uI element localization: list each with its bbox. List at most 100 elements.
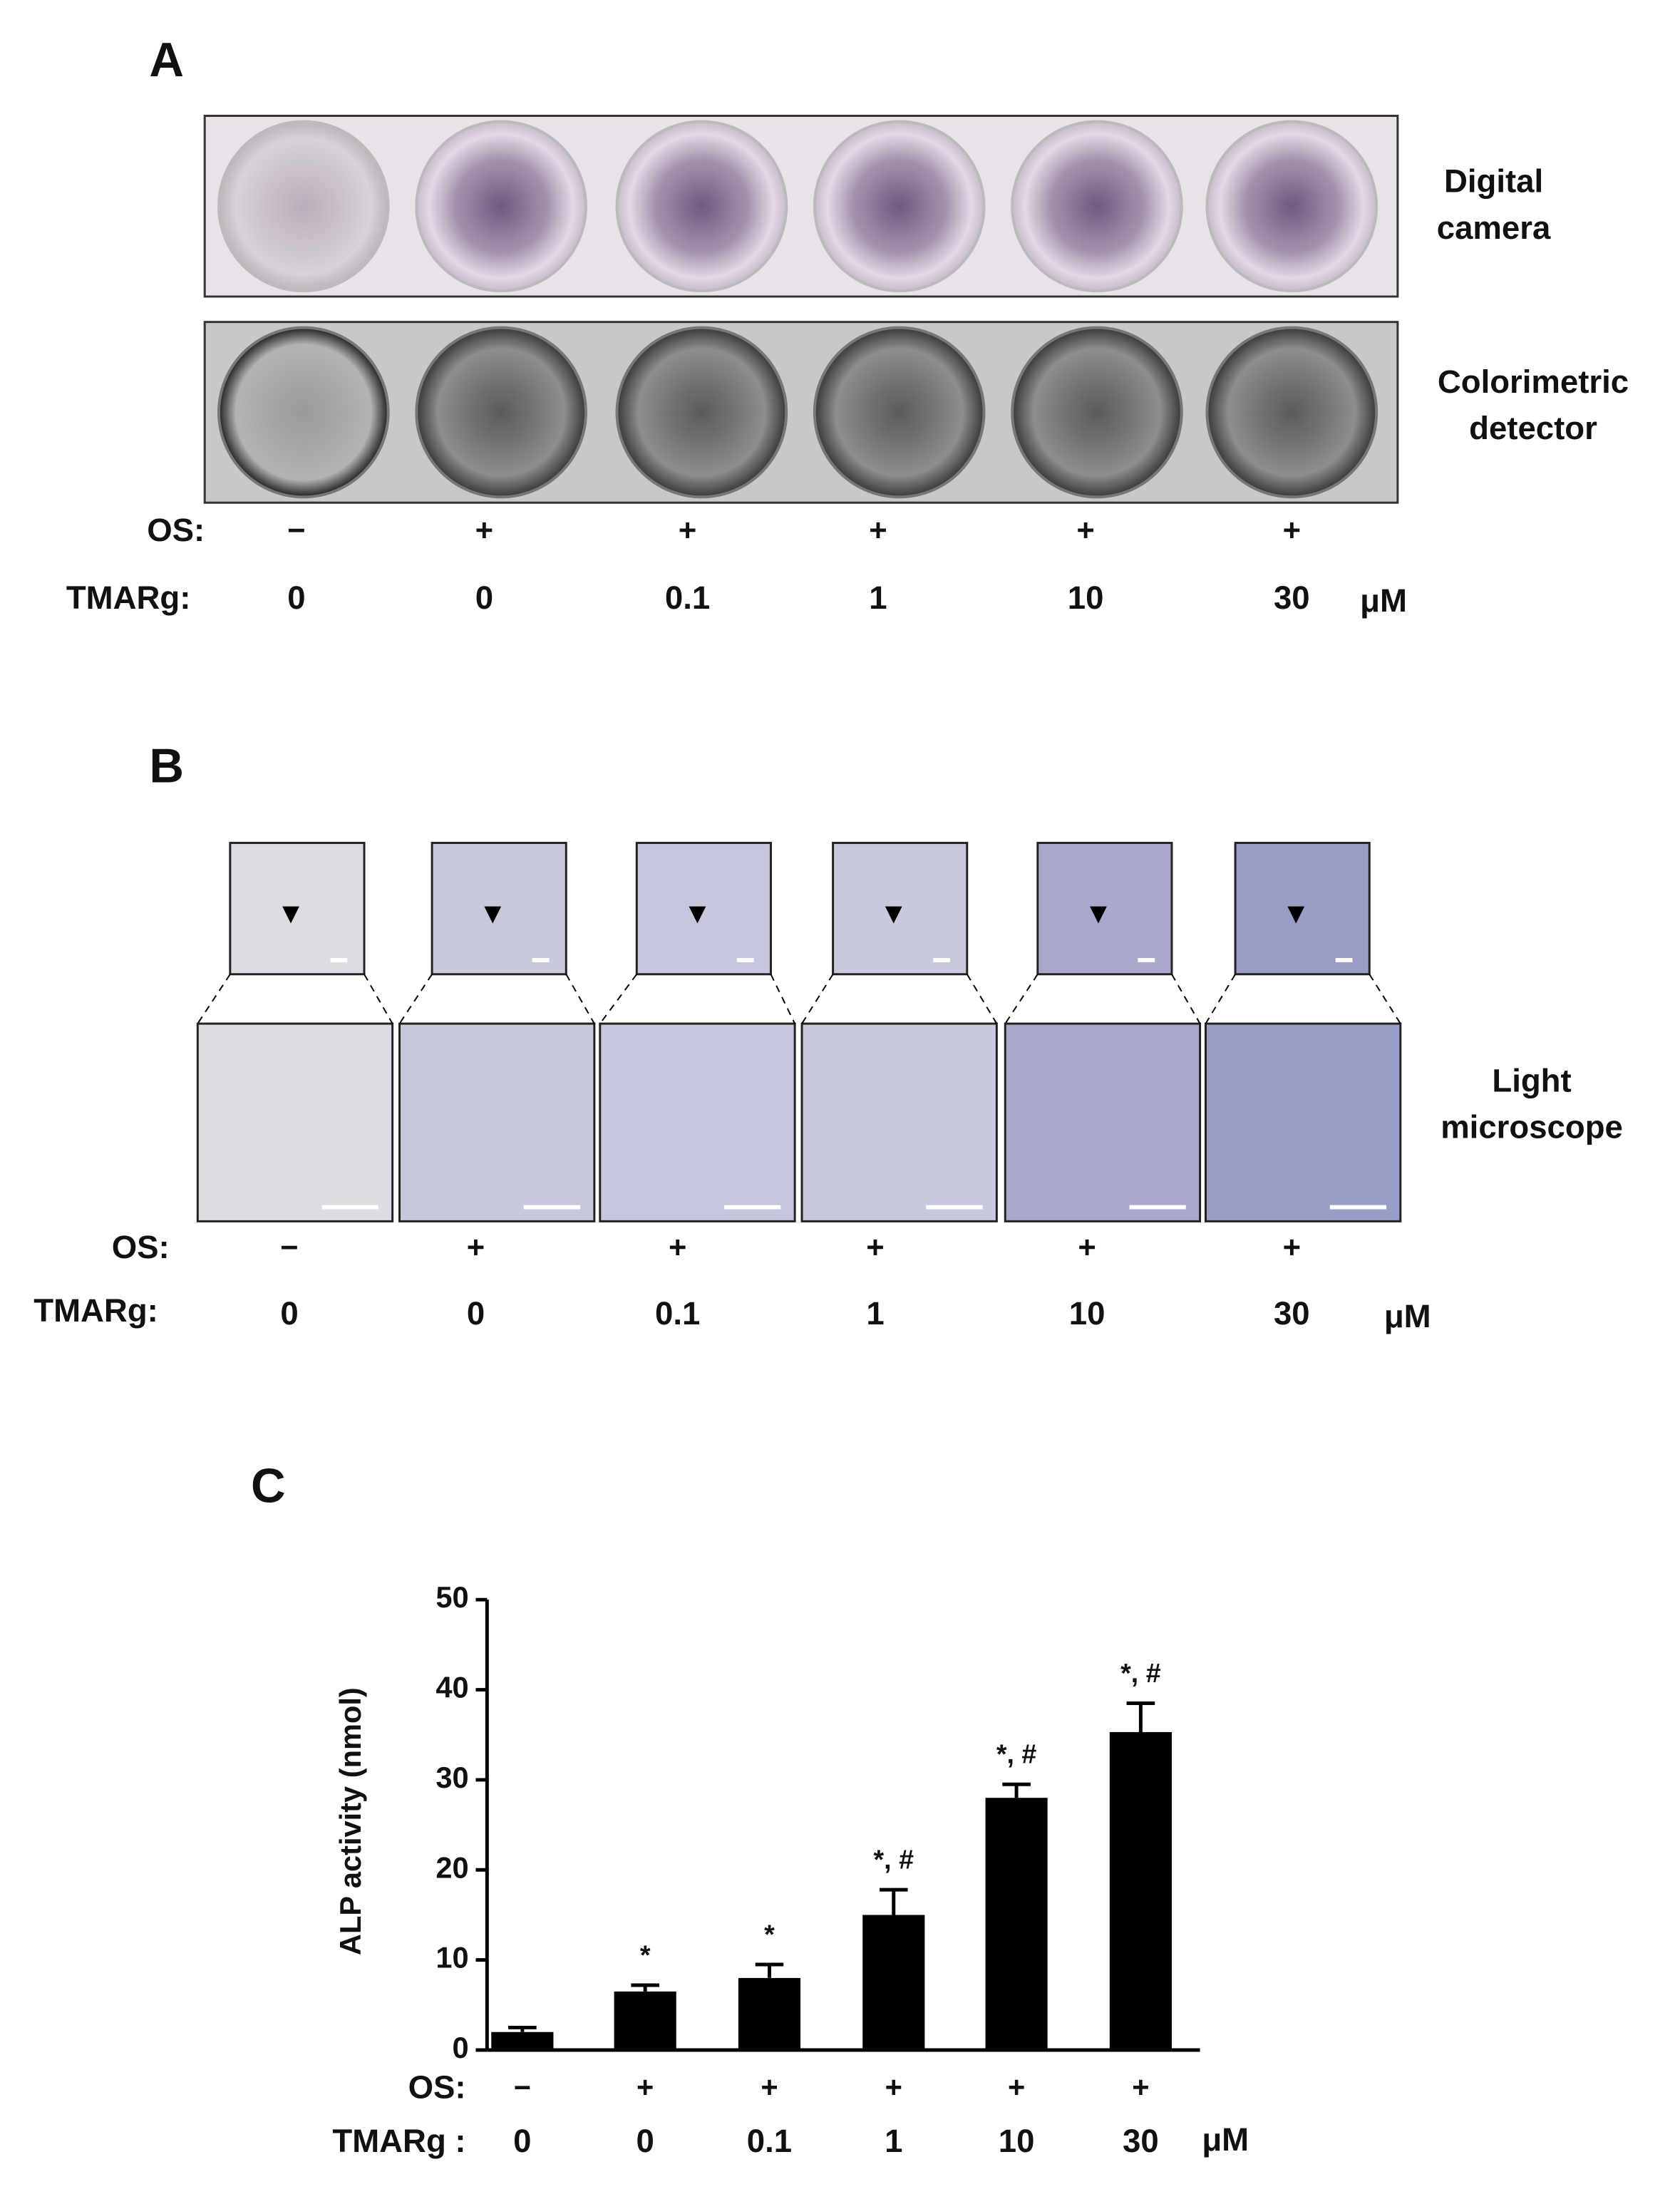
os-value: + xyxy=(869,513,887,547)
unit: μM xyxy=(1384,1298,1431,1334)
tmarg-value: 0.1 xyxy=(655,1295,700,1332)
os-value: + xyxy=(637,2070,654,2103)
zoom-line xyxy=(966,974,998,1024)
bar xyxy=(1109,1731,1172,2051)
digital-camera-photo xyxy=(203,115,1399,298)
category-label: TMARg : xyxy=(332,2123,465,2159)
significance-label: *, # xyxy=(996,1739,1037,1769)
well xyxy=(615,120,788,293)
os-value: + xyxy=(866,1230,884,1265)
significance-label: * xyxy=(640,1940,651,1969)
error-bar xyxy=(631,1983,659,1992)
micrograph-small xyxy=(1234,842,1371,976)
zoom-line xyxy=(801,974,834,1024)
os-value: − xyxy=(287,513,305,547)
row-label: Light xyxy=(1492,1062,1571,1098)
zoom-line xyxy=(398,974,433,1024)
arrowhead xyxy=(282,906,299,924)
colorimetric-photo xyxy=(203,321,1399,504)
well xyxy=(615,326,788,499)
tmarg-value: 30 xyxy=(1274,580,1310,616)
row-label: microscope xyxy=(1441,1109,1623,1145)
zoom-line xyxy=(1171,974,1201,1024)
error-bar xyxy=(755,1962,784,1978)
os-value: + xyxy=(1078,1230,1096,1265)
well xyxy=(415,326,587,499)
significance-label: *, # xyxy=(874,1844,914,1874)
x-tick-label: 0 xyxy=(513,2123,531,2159)
os-label: OS: xyxy=(408,2069,466,2106)
error-bar xyxy=(1126,1701,1155,1732)
x-tick-label: 1 xyxy=(885,2123,902,2159)
panel-label: C xyxy=(251,1459,286,1513)
micrograph-large xyxy=(1205,1022,1402,1222)
x-tick-label: 10 xyxy=(999,2123,1035,2159)
zoom-line xyxy=(364,974,393,1024)
micrograph-large xyxy=(398,1022,596,1222)
bar xyxy=(985,1798,1048,2051)
x-tick-label: 30 xyxy=(1123,2123,1159,2159)
unit: μM xyxy=(1360,582,1407,619)
panel-label: A xyxy=(149,34,184,87)
error-bar xyxy=(508,2025,537,2032)
tmarg-value: 10 xyxy=(1068,580,1104,616)
well xyxy=(813,326,986,499)
tmarg-value: 0 xyxy=(467,1295,485,1332)
os-value: + xyxy=(1076,513,1094,547)
os-value: + xyxy=(1132,2070,1149,2103)
os-label: OS: xyxy=(112,1229,170,1265)
well xyxy=(1205,326,1378,499)
y-tick-label: 30 xyxy=(436,1761,468,1794)
tmarg-value: 10 xyxy=(1069,1295,1106,1332)
zoom-line xyxy=(599,974,638,1024)
well xyxy=(217,120,390,293)
arrowhead xyxy=(1090,906,1107,924)
tmarg-value: 1 xyxy=(866,1295,884,1332)
tmarg-value: 0.1 xyxy=(665,580,710,616)
os-value: + xyxy=(1008,2070,1025,2103)
os-value: + xyxy=(475,513,493,547)
well xyxy=(415,120,587,293)
row-label: Digital xyxy=(1444,163,1543,200)
y-tick-label: 10 xyxy=(436,1941,468,1974)
arrowhead xyxy=(1287,906,1305,924)
arrowhead xyxy=(484,906,502,924)
y-tick-label: 40 xyxy=(436,1671,468,1704)
zoom-line xyxy=(1369,974,1401,1024)
os-value: − xyxy=(280,1230,298,1265)
tmarg-label: TMARg: xyxy=(66,580,191,616)
tmarg-value: 30 xyxy=(1274,1295,1310,1332)
well xyxy=(813,120,986,293)
os-label: OS: xyxy=(147,512,205,548)
os-value: + xyxy=(885,2070,902,2103)
tmarg-value: 0 xyxy=(475,580,493,616)
well xyxy=(1011,120,1183,293)
y-tick-label: 20 xyxy=(436,1850,468,1884)
os-value: + xyxy=(1283,513,1301,547)
micrograph-large xyxy=(196,1022,394,1222)
bar xyxy=(862,1915,925,2051)
well xyxy=(1205,120,1378,293)
micrograph-small xyxy=(832,842,969,976)
y-tick-label: 50 xyxy=(436,1580,468,1614)
os-value: + xyxy=(467,1230,485,1265)
arrowhead xyxy=(885,906,902,924)
tmarg-value: 1 xyxy=(869,580,887,616)
zoom-line xyxy=(1205,974,1236,1024)
arrowhead xyxy=(689,906,706,924)
row-label: Colorimetric xyxy=(1438,364,1629,400)
micrograph-large xyxy=(800,1022,998,1222)
well xyxy=(217,326,390,499)
row-label: detector xyxy=(1469,410,1597,446)
row-label: camera xyxy=(1437,210,1551,246)
os-value: + xyxy=(761,2070,778,2103)
zoom-line xyxy=(770,974,796,1024)
zoom-line xyxy=(1004,974,1039,1024)
micrograph-large xyxy=(599,1022,796,1222)
significance-label: * xyxy=(764,1919,775,1949)
os-value: + xyxy=(669,1230,686,1265)
well xyxy=(1011,326,1183,499)
bar xyxy=(614,1991,676,2051)
